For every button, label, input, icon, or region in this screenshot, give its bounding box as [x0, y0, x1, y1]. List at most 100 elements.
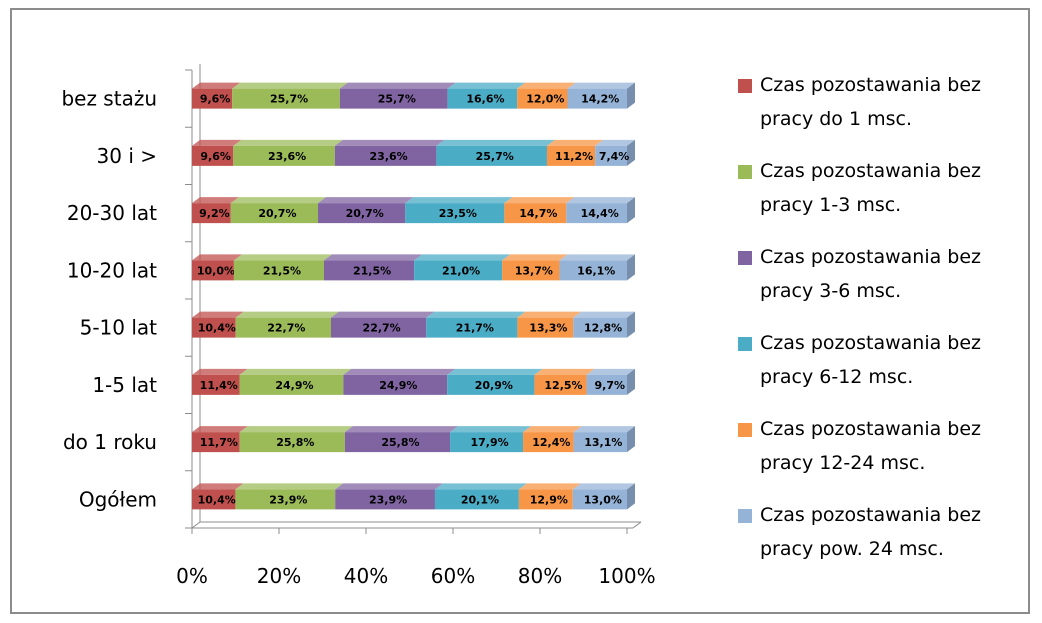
data-label: 10,0%: [197, 264, 235, 277]
bar-segment-top: [450, 426, 532, 433]
x-tick-label: 40%: [344, 564, 388, 588]
bar-segment: [595, 145, 627, 166]
bar-segment: [450, 432, 524, 453]
bar-segment-top: [517, 311, 582, 318]
bar-segment-top: [233, 254, 333, 261]
bar-segment-top: [192, 311, 244, 318]
bar-segment: [232, 88, 340, 109]
bar-segment: [343, 374, 448, 395]
bar-end-face: [627, 197, 635, 224]
legend-label: pracy 1-3 msc.: [760, 194, 901, 216]
bar-segment: [339, 88, 448, 109]
data-label: 10,4%: [198, 322, 236, 335]
bar-segment: [436, 145, 547, 166]
bar-segment: [344, 432, 451, 453]
data-label: 12,0%: [526, 93, 564, 106]
bar-segment-top: [344, 426, 459, 433]
bar-segment: [567, 88, 627, 109]
data-label: 14,7%: [519, 207, 557, 220]
x-tick-label: 0%: [176, 564, 208, 588]
bar-segment-top: [573, 426, 635, 433]
bar-end-face: [627, 311, 635, 338]
data-label: 9,6%: [200, 150, 231, 163]
legend-swatch: [738, 337, 752, 351]
bar-segment-top: [517, 82, 576, 89]
data-label: 20,9%: [475, 379, 513, 392]
data-label: 25,7%: [476, 150, 514, 163]
legend-label: Czas pozostawania bez: [760, 246, 981, 268]
legend-swatch: [738, 251, 752, 265]
bar-segment-top: [534, 368, 595, 375]
legend-label: Czas pozostawania bez: [760, 504, 981, 526]
bar-segment-top: [426, 311, 526, 318]
bar-segment: [534, 374, 587, 395]
data-label: 13,3%: [529, 322, 567, 335]
bar-segment: [572, 489, 627, 510]
legend-label: pracy 12-24 msc.: [760, 452, 925, 474]
bar-segment: [414, 260, 503, 281]
data-label: 12,5%: [544, 379, 582, 392]
data-label: 24,9%: [275, 379, 313, 392]
x-tick-label: 80%: [518, 564, 562, 588]
floor-edge: [191, 521, 201, 529]
floor-edge: [632, 521, 642, 529]
data-label: 16,6%: [466, 93, 504, 106]
bar-segment-top: [343, 368, 456, 375]
bar-segment-top: [239, 426, 353, 433]
data-label: 21,5%: [263, 264, 301, 277]
bar-segment-top: [523, 426, 582, 433]
bar-segment: [573, 432, 627, 453]
category-label: bez stażu: [61, 87, 157, 111]
data-label: 13,1%: [584, 436, 622, 449]
bar-segment-top: [192, 139, 242, 146]
category-label: Ogółem: [79, 487, 157, 511]
data-label: 9,2%: [199, 207, 230, 220]
bar-segment: [518, 489, 573, 510]
legend-swatch: [738, 509, 752, 523]
x-tick-label: 100%: [598, 564, 655, 588]
data-label: 16,1%: [577, 264, 615, 277]
bar-segment-top: [192, 82, 241, 89]
bar-segment: [447, 88, 518, 109]
data-label: 11,2%: [555, 150, 593, 163]
data-label: 22,7%: [363, 322, 401, 335]
bar-segment: [192, 203, 231, 224]
x-tick-label: 20%: [257, 564, 301, 588]
legend-label: pracy 6-12 msc.: [760, 366, 913, 388]
bar-segment: [559, 260, 627, 281]
data-label: 7,4%: [599, 150, 630, 163]
legend-label: Czas pozostawania bez: [760, 418, 981, 440]
data-label: 24,9%: [379, 379, 417, 392]
bar-segment: [235, 489, 336, 510]
bar-segment-top: [233, 139, 343, 146]
bar-segment: [192, 317, 236, 338]
bar-segment: [566, 203, 627, 224]
bar-segment-top: [335, 483, 443, 490]
data-label: 9,6%: [200, 93, 231, 106]
bar-segment-top: [573, 311, 635, 318]
data-label: 22,7%: [267, 322, 305, 335]
bar-end-face: [627, 139, 635, 166]
data-label: 23,6%: [268, 150, 306, 163]
bar-segment: [546, 145, 596, 166]
bar-segment: [233, 260, 325, 281]
bar-segment: [233, 145, 335, 166]
bar-segment: [517, 88, 568, 109]
data-label: 13,0%: [584, 493, 622, 506]
bar-segment: [230, 203, 319, 224]
data-label: 23,9%: [369, 493, 407, 506]
legend-swatch: [738, 79, 752, 93]
bar-segment: [192, 88, 233, 109]
bar-end-face: [627, 483, 635, 510]
bar-segment-top: [504, 197, 575, 204]
bar-segment: [239, 374, 344, 395]
data-label: 14,4%: [581, 207, 619, 220]
bar-segment-top: [192, 254, 242, 261]
data-label: 25,8%: [276, 436, 314, 449]
data-label: 11,7%: [200, 436, 238, 449]
bar-segment-top: [559, 254, 635, 261]
legend-label: Czas pozostawania bez: [760, 74, 981, 96]
data-label: 12,8%: [584, 322, 622, 335]
bar-segment-top: [434, 483, 527, 490]
bar-segment-top: [232, 82, 348, 89]
